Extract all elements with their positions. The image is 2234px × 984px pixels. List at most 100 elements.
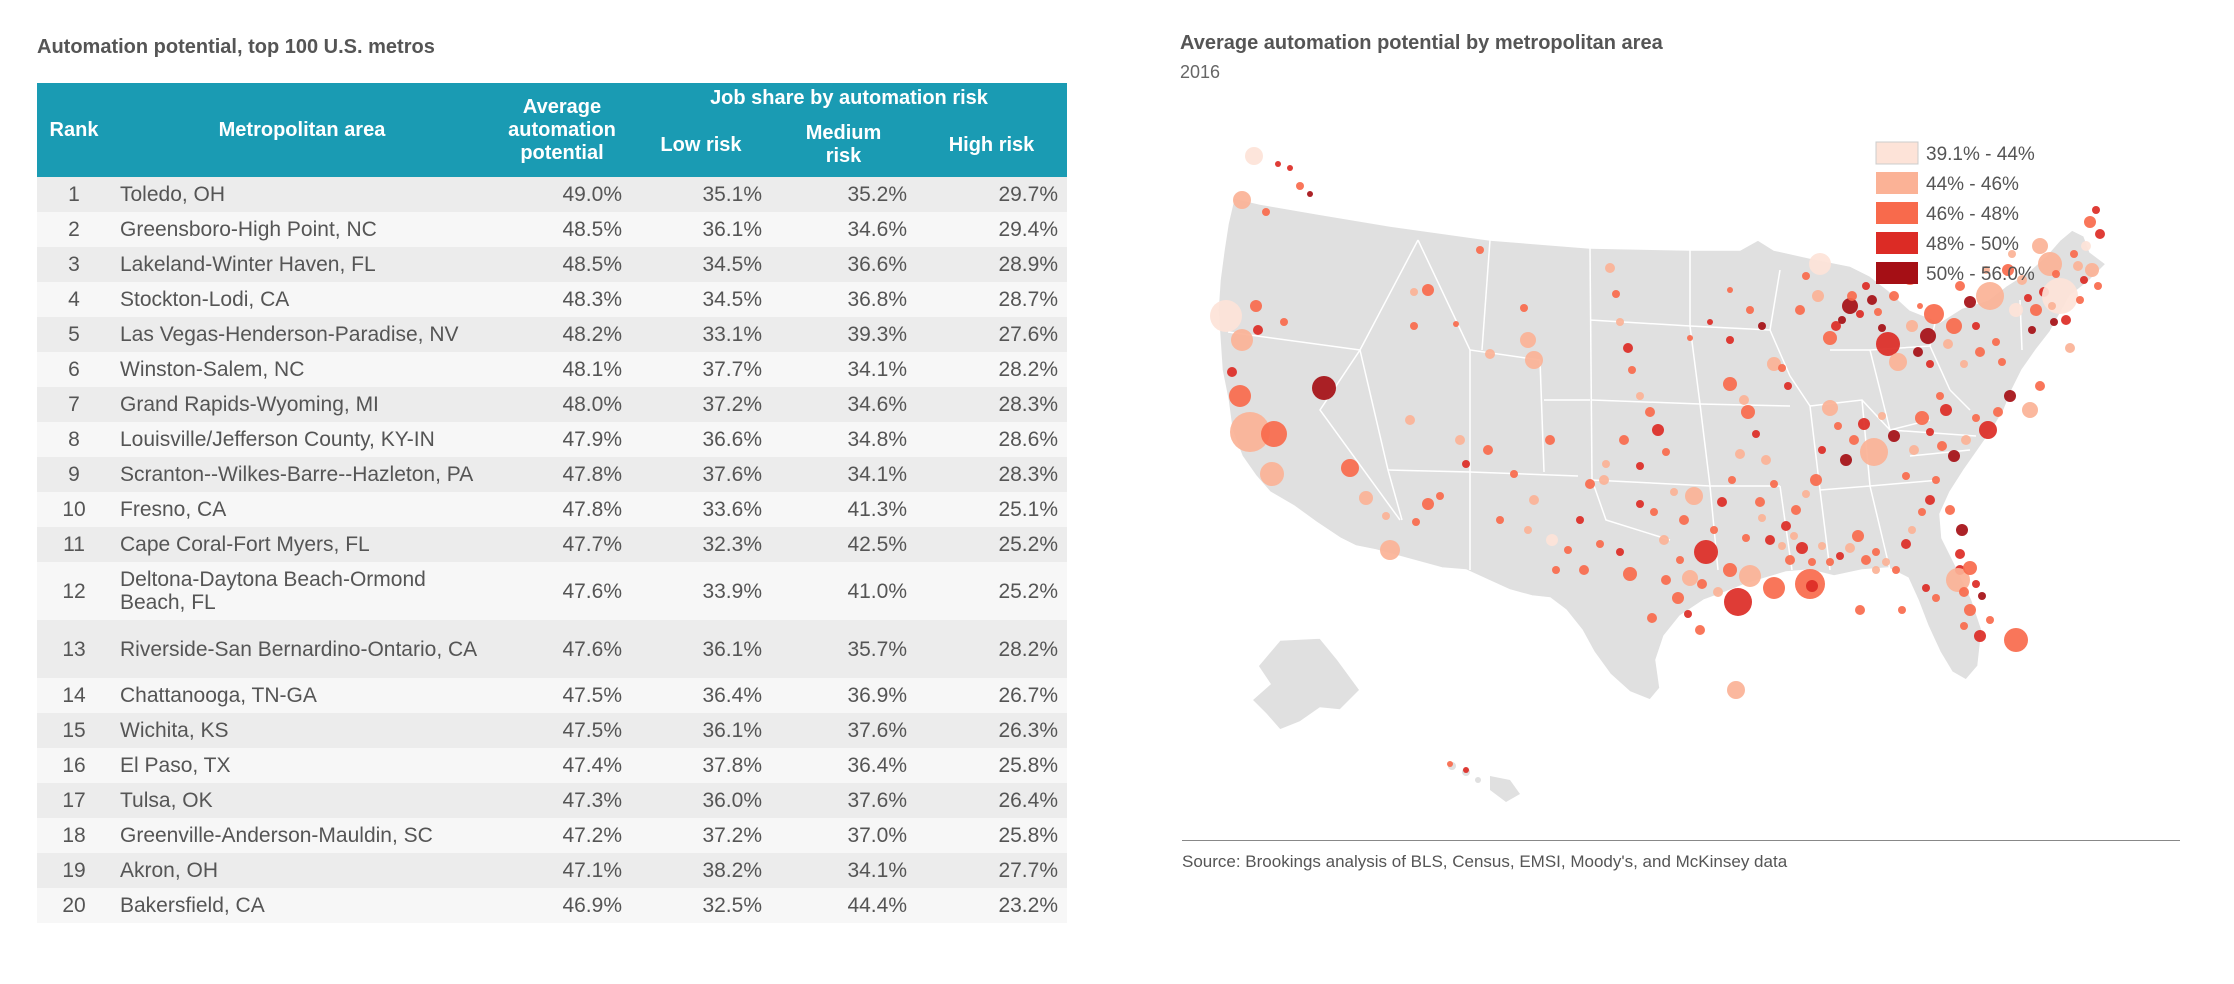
metro-dot xyxy=(1616,318,1624,326)
metro-dot xyxy=(1781,521,1791,531)
metro-dot xyxy=(1447,761,1453,767)
metro-dot xyxy=(1763,577,1785,599)
metro-dot xyxy=(1889,353,1907,371)
metro-dot xyxy=(2030,304,2042,316)
map-legend: 39.1% - 44% 44% - 46% 46% - 48% 48% - 50… xyxy=(1875,141,2035,285)
metro-dot xyxy=(1695,625,1705,635)
metro-dot xyxy=(1858,418,1870,430)
metro-dot xyxy=(1742,534,1750,542)
metro-dot xyxy=(1735,449,1745,459)
metro-dot xyxy=(2061,315,2071,325)
metro-dot xyxy=(1682,570,1698,586)
metro-dot xyxy=(1382,512,1390,520)
metro-dot xyxy=(1855,605,1865,615)
legend-label-1: 39.1% - 44% xyxy=(1926,144,2035,165)
metro-dot xyxy=(1741,405,1755,419)
metro-dot xyxy=(1861,555,1871,565)
legend-swatch-1 xyxy=(1875,141,1919,165)
metro-dot xyxy=(1959,587,1969,597)
metro-dot xyxy=(1341,459,1359,477)
legend-swatch-2 xyxy=(1876,172,1918,194)
table-row: 5 Las Vegas-Henderson-Paradise, NV 48.2% 33… xyxy=(37,317,1067,352)
metro-dot xyxy=(1979,421,1997,439)
metro-dot xyxy=(1818,446,1826,454)
metro-dot xyxy=(1847,291,1857,301)
map-subtitle: 2016 xyxy=(1180,62,1221,82)
metro-dot xyxy=(1453,321,1459,327)
metro-dot xyxy=(2048,302,2056,310)
table-row: 9 Scranton--Wilkes-Barre--Hazleton, PA 47.… xyxy=(37,457,1067,492)
metro-dot xyxy=(1924,304,1944,324)
table-row: 2 Greensboro-High Point, NC 48.5% 36.1% 34.6… xyxy=(37,212,1067,247)
metro-dot xyxy=(1280,318,1288,326)
metro-dot xyxy=(2017,275,2027,285)
metro-dot xyxy=(1770,480,1778,488)
metro-dot xyxy=(1710,526,1718,534)
metro-dot xyxy=(1946,568,1970,592)
metro-dot xyxy=(1312,376,1336,400)
metro-dot xyxy=(1898,606,1906,614)
table-row: 19 Akron, OH 47.1% 38.2% 34.1% 27.7% xyxy=(37,853,1067,888)
metro-dot xyxy=(2070,250,2078,258)
metro-dot xyxy=(1599,475,1609,485)
metro-dot xyxy=(1972,580,1980,588)
us-metro-map: 39.1% - 44% 44% - 46% 46% - 48% 48% - 50… xyxy=(1210,141,2108,802)
metro-dot xyxy=(1647,613,1657,623)
metro-dot xyxy=(1948,450,1960,462)
metro-dot xyxy=(1802,490,1810,498)
metro-dot xyxy=(1596,540,1604,548)
metro-dot xyxy=(1250,300,1262,312)
metro-dot xyxy=(1889,291,1899,301)
metro-dot xyxy=(1961,435,1971,445)
metro-dot xyxy=(1612,290,1620,298)
metro-dot xyxy=(1694,540,1718,564)
legend-label-5: 50% - 56.0% xyxy=(1926,264,2035,285)
metro-dot xyxy=(1520,304,1528,312)
metro-dot xyxy=(1982,266,1990,274)
metro-dot xyxy=(1229,385,1251,407)
metro-dot xyxy=(1602,460,1610,468)
metro-dot xyxy=(1233,191,1251,209)
metro-dot xyxy=(1993,407,2003,417)
metro-dot xyxy=(1380,540,1400,560)
metro-dot xyxy=(2024,294,2032,302)
metro-dot xyxy=(1986,616,1994,624)
table-row: 17 Tulsa, OK 47.3% 36.0% 37.6% 26.4% xyxy=(37,783,1067,818)
metro-dot xyxy=(1485,349,1495,359)
metro-dot xyxy=(1926,428,1934,436)
metro-dot xyxy=(1412,518,1420,526)
metro-dot xyxy=(1826,558,1834,566)
legend-swatch-5 xyxy=(1876,262,1918,284)
metro-dot xyxy=(2095,229,2105,239)
table-row: 18 Greenville-Anderson-Mauldin, SC 47.2% 37… xyxy=(37,818,1067,853)
metro-dot xyxy=(1616,548,1624,556)
metro-dot xyxy=(1852,530,1864,542)
metro-dot xyxy=(1717,497,1727,507)
metro-dot xyxy=(1227,367,1237,377)
table-row: 12 Deltona-Daytona Beach-Ormond Beach, FL… xyxy=(37,562,1067,620)
metro-dot xyxy=(1752,430,1760,438)
metro-dot xyxy=(1687,335,1693,341)
metro-dot xyxy=(1856,310,1864,318)
metro-dot xyxy=(1670,488,1678,496)
metro-dot xyxy=(1707,319,1713,325)
metro-dot xyxy=(1972,414,1980,422)
table-row: 4 Stockton-Lodi, CA 48.3% 34.5% 36.8% 28.7% xyxy=(37,282,1067,317)
metro-dot xyxy=(1628,366,1636,374)
metro-dot xyxy=(1476,246,1484,254)
us-landmass xyxy=(1217,197,2108,701)
header-high-risk: High risk xyxy=(916,113,1067,177)
metro-dot xyxy=(1253,325,1263,335)
map-title: Average automation potential by metropol… xyxy=(1180,32,1663,54)
metro-dot xyxy=(1739,565,1761,587)
metro-dot xyxy=(1922,584,1930,592)
metro-dot xyxy=(1809,253,1831,275)
metro-dot xyxy=(1888,430,1900,442)
table-row: 14 Chattanooga, TN-GA 47.5% 36.4% 36.9% 26.7% xyxy=(37,678,1067,713)
metro-dot xyxy=(1901,539,1911,549)
metro-dot xyxy=(1462,460,1470,468)
metro-dot xyxy=(1713,587,1723,597)
metro-dot xyxy=(1849,435,1859,445)
metro-dot xyxy=(1810,474,1822,486)
header-low-risk: Low risk xyxy=(631,113,771,177)
